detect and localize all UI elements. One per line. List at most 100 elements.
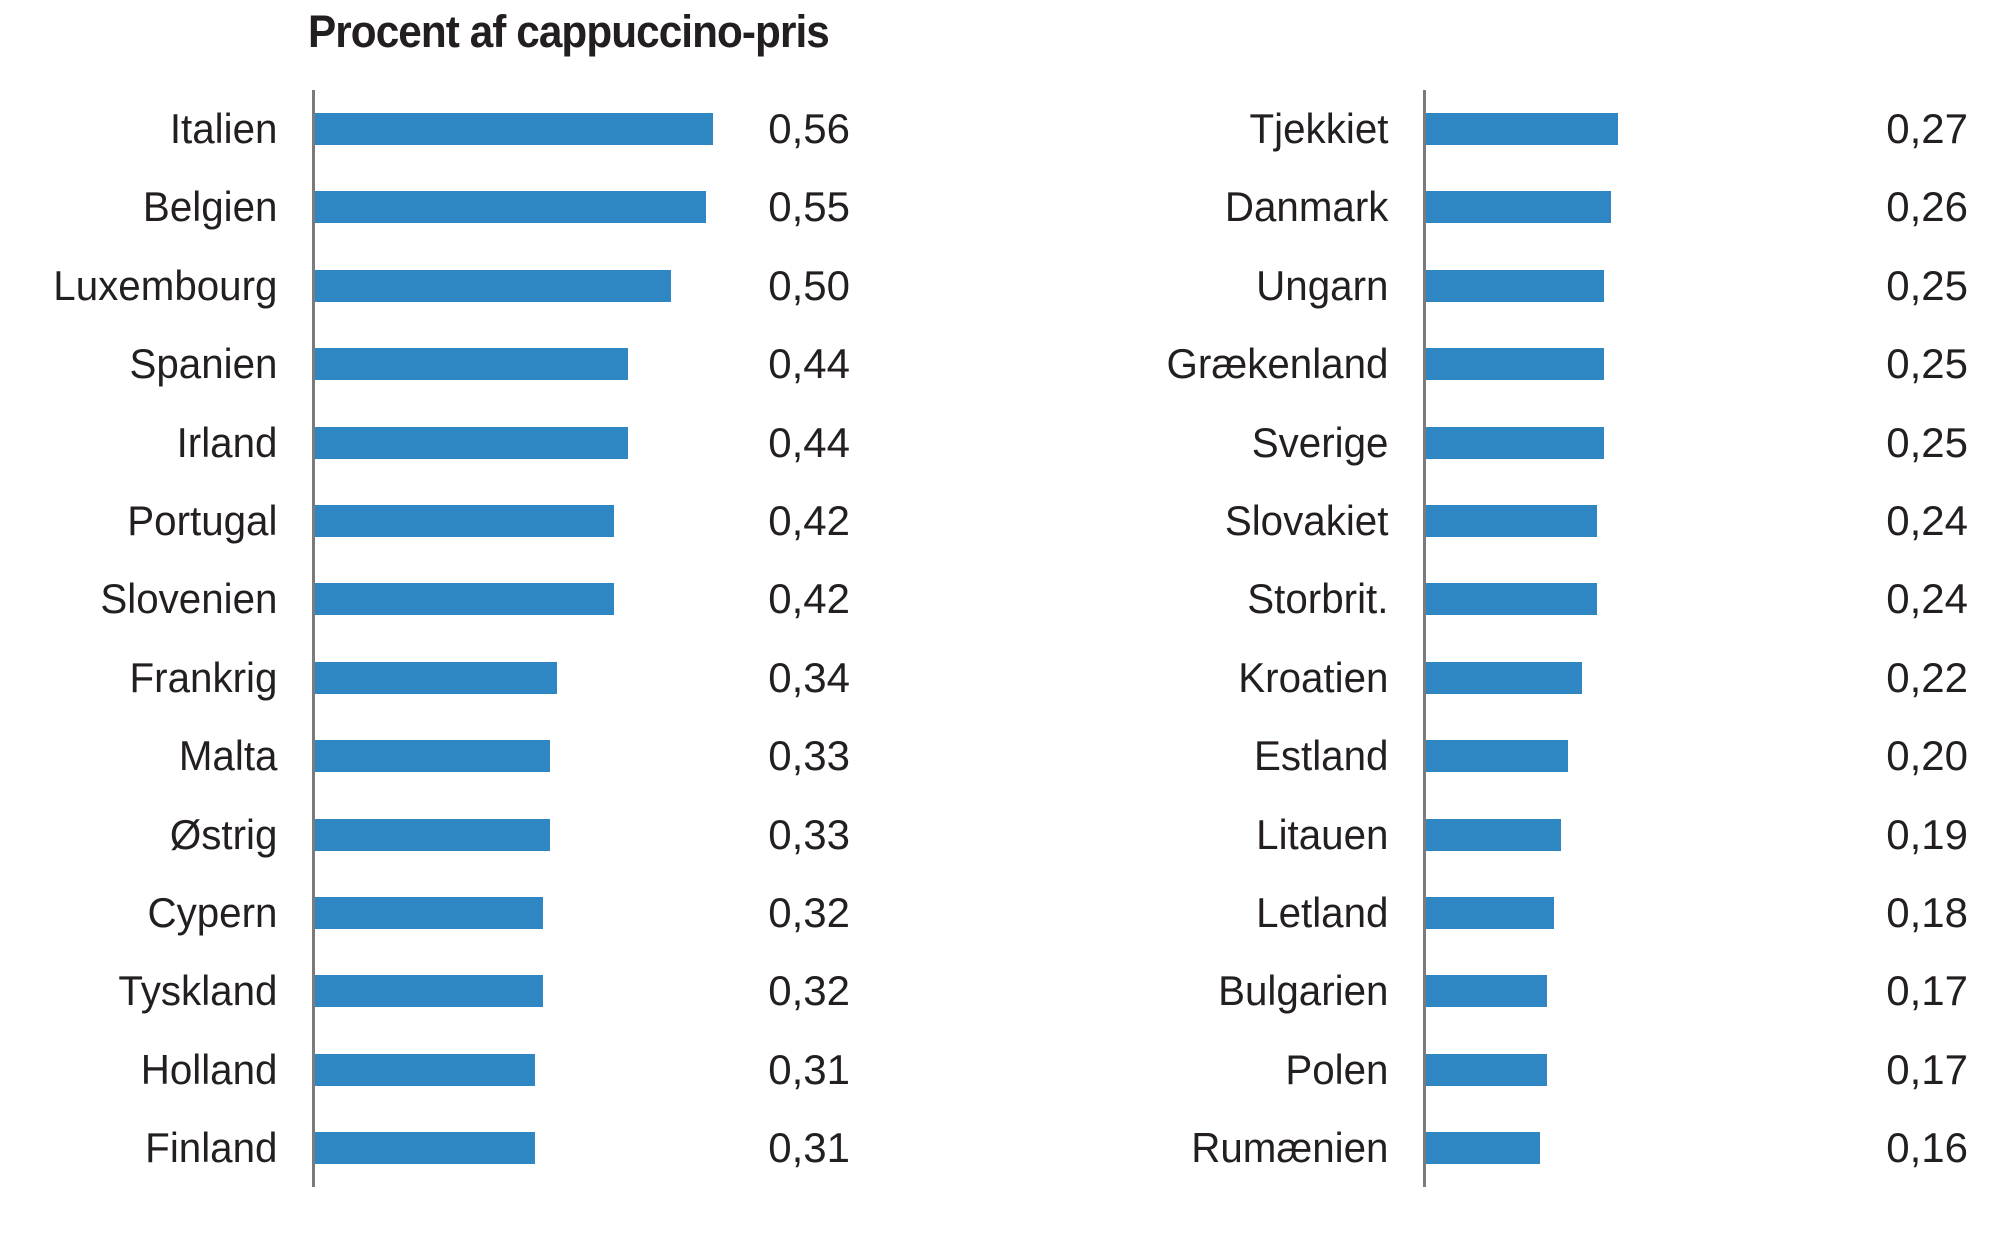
bar-track: 0,24 bbox=[1423, 560, 1968, 639]
value-bar bbox=[1426, 583, 1597, 616]
value-bar bbox=[315, 583, 614, 616]
value-bar bbox=[1426, 1053, 1547, 1086]
value-label: 0,17 bbox=[1886, 967, 1968, 1015]
bar-track: 0,24 bbox=[1423, 481, 1968, 561]
value-label: 0,25 bbox=[1886, 261, 1968, 309]
bar-track: 0,44 bbox=[312, 403, 850, 482]
country-label: Malta bbox=[178, 732, 278, 780]
bar-track: 0,33 bbox=[312, 795, 850, 874]
value-bar bbox=[315, 896, 543, 929]
country-label: Tjekkiet bbox=[1249, 105, 1389, 152]
country-label: Danmark bbox=[1224, 183, 1389, 231]
chart-row: Danmark 0,26 bbox=[1111, 168, 1968, 247]
value-label: 0,44 bbox=[768, 418, 850, 466]
value-bar bbox=[315, 975, 543, 1008]
bar-track: 0,27 bbox=[1423, 90, 1968, 169]
country-label: Cypern bbox=[147, 888, 278, 936]
country-label: Portugal bbox=[127, 496, 278, 544]
country-label: Letland bbox=[1256, 888, 1389, 936]
value-bar bbox=[1426, 113, 1618, 145]
chart-title: Procent af cappuccino-pris bbox=[308, 6, 830, 57]
value-bar bbox=[315, 348, 628, 381]
country-label: Holland bbox=[140, 1045, 278, 1093]
chart-row: Tyskland 0,32 bbox=[0, 952, 850, 1031]
value-bar bbox=[315, 504, 614, 537]
country-label: Bulgarien bbox=[1218, 967, 1389, 1015]
chart-row: Tjekkiet 0,27 bbox=[1111, 90, 1968, 169]
value-bar bbox=[315, 1053, 536, 1086]
value-bar bbox=[1426, 426, 1604, 459]
bar-track: 0,26 bbox=[1423, 168, 1968, 247]
bar-track: 0,18 bbox=[1423, 873, 1968, 953]
bar-track: 0,34 bbox=[312, 638, 850, 718]
chart-row: Finland 0,31 bbox=[0, 1109, 850, 1188]
value-label: 0,24 bbox=[1886, 496, 1968, 544]
bar-track: 0,17 bbox=[1423, 1030, 1968, 1110]
bar-track: 0,25 bbox=[1423, 325, 1968, 404]
value-label: 0,16 bbox=[1886, 1124, 1968, 1172]
country-label: Belgien bbox=[142, 183, 278, 231]
value-label: 0,20 bbox=[1886, 732, 1968, 780]
value-bar bbox=[1426, 1132, 1540, 1165]
chart-row: Luxembourg 0,50 bbox=[0, 246, 850, 326]
chart-row: Ungarn 0,25 bbox=[1111, 246, 1968, 326]
value-bar bbox=[1426, 896, 1554, 929]
value-bar bbox=[315, 269, 671, 302]
country-label: Tyskland bbox=[118, 967, 278, 1015]
value-bar bbox=[1426, 269, 1604, 302]
country-label: Litauen bbox=[1256, 810, 1389, 858]
bar-track: 0,32 bbox=[312, 873, 850, 953]
country-label: Kroatien bbox=[1238, 653, 1389, 701]
value-label: 0,17 bbox=[1886, 1045, 1968, 1093]
bar-track: 0,55 bbox=[312, 168, 850, 247]
chart-row: Portugal 0,42 bbox=[0, 481, 850, 561]
country-label: Slovenien bbox=[100, 575, 278, 623]
chart-row: Italien 0,56 bbox=[0, 90, 850, 169]
value-label: 0,18 bbox=[1886, 888, 1968, 936]
chart-row: Bulgarien 0,17 bbox=[1111, 952, 1968, 1031]
bar-track: 0,31 bbox=[312, 1030, 850, 1110]
bar-chart-right-column: Tjekkiet 0,27 Danmark 0,26 Ungarn 0,25 Grækenl… bbox=[1111, 90, 1968, 1188]
chart-row: Malta 0,33 bbox=[0, 717, 850, 796]
value-label: 0,31 bbox=[768, 1124, 850, 1172]
chart-row: Spanien 0,44 bbox=[0, 325, 850, 404]
chart-row: Polen 0,17 bbox=[1111, 1030, 1968, 1110]
value-label: 0,31 bbox=[768, 1045, 850, 1093]
country-label: Luxembourg bbox=[53, 261, 278, 309]
value-label: 0,19 bbox=[1886, 810, 1968, 858]
value-bar bbox=[1426, 348, 1604, 381]
value-label: 0,27 bbox=[1886, 105, 1968, 152]
value-label: 0,34 bbox=[768, 653, 850, 701]
country-label: Østrig bbox=[169, 810, 278, 858]
value-bar bbox=[315, 818, 550, 851]
value-bar bbox=[315, 1132, 536, 1165]
value-bar bbox=[315, 191, 707, 224]
chart-row: Holland 0,31 bbox=[0, 1030, 850, 1110]
value-bar bbox=[1426, 661, 1583, 694]
country-label: Finland bbox=[145, 1124, 278, 1172]
bar-track: 0,25 bbox=[1423, 403, 1968, 482]
bar-track: 0,33 bbox=[312, 717, 850, 796]
bar-track: 0,16 bbox=[1423, 1109, 1968, 1188]
country-label: Irland bbox=[176, 418, 278, 466]
value-bar bbox=[315, 113, 714, 145]
chart-row: Letland 0,18 bbox=[1111, 873, 1968, 953]
value-bar bbox=[315, 426, 628, 459]
value-label: 0,33 bbox=[768, 810, 850, 858]
value-label: 0,22 bbox=[1886, 653, 1968, 701]
country-label: Estland bbox=[1253, 732, 1389, 780]
bar-track: 0,50 bbox=[312, 246, 850, 326]
bar-track: 0,56 bbox=[312, 90, 850, 169]
value-label: 0,42 bbox=[768, 496, 850, 544]
chart-row: Slovenien 0,42 bbox=[0, 560, 850, 639]
value-label: 0,24 bbox=[1886, 575, 1968, 623]
value-label: 0,32 bbox=[768, 967, 850, 1015]
chart-row: Storbrit. 0,24 bbox=[1111, 560, 1968, 639]
value-bar bbox=[315, 740, 550, 773]
value-bar bbox=[1426, 504, 1597, 537]
value-label: 0,55 bbox=[768, 183, 850, 231]
country-label: Frankrig bbox=[129, 653, 278, 701]
value-bar bbox=[315, 661, 557, 694]
value-label: 0,50 bbox=[768, 261, 850, 309]
value-label: 0,25 bbox=[1886, 418, 1968, 466]
